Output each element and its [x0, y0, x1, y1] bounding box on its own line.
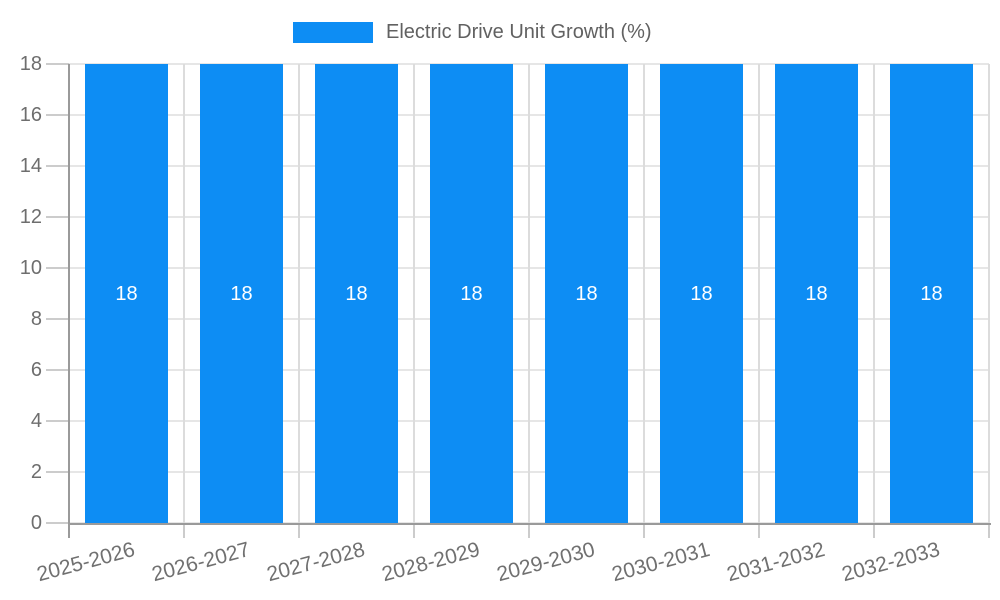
y-axis-tick-label: 16: [19, 104, 42, 126]
gridline-vertical: [758, 64, 760, 523]
x-tick-mark: [758, 525, 760, 538]
x-tick-mark: [298, 525, 300, 538]
bar-value-label: 18: [805, 282, 828, 305]
bar-value-label: 18: [230, 282, 253, 305]
x-tick-mark: [988, 525, 990, 538]
bar-value-label: 18: [920, 282, 943, 305]
x-axis-tick-label: 2031-2032: [724, 538, 828, 587]
y-axis-tick-label: 6: [30, 359, 42, 381]
bar[interactable]: [315, 64, 398, 523]
y-axis-tick-label: 2: [30, 461, 42, 483]
gridline-vertical: [298, 64, 300, 523]
y-tick-mark: [46, 369, 69, 371]
y-axis-tick-label: 18: [19, 53, 42, 75]
bar[interactable]: [430, 64, 513, 523]
y-axis-line: [68, 64, 70, 538]
y-tick-mark: [46, 165, 69, 167]
x-tick-mark: [643, 525, 645, 538]
y-axis-tick-label: 10: [19, 257, 42, 279]
x-axis-line: [68, 523, 991, 525]
y-axis-tick-label: 8: [30, 308, 42, 330]
y-tick-mark: [46, 471, 69, 473]
x-axis-tick-label: 2025-2026: [34, 538, 138, 587]
gridline-vertical: [183, 64, 185, 523]
y-tick-mark: [46, 318, 69, 320]
bar[interactable]: [775, 64, 858, 523]
y-tick-mark: [46, 216, 69, 218]
y-tick-mark: [46, 63, 69, 65]
x-axis-tick-label: 2029-2030: [494, 538, 598, 587]
gridline-vertical: [643, 64, 645, 523]
x-tick-mark: [528, 525, 530, 538]
legend-swatch: [293, 21, 373, 43]
y-axis-tick-label: 0: [30, 512, 42, 534]
bar[interactable]: [545, 64, 628, 523]
legend-label: Electric Drive Unit Growth (%): [386, 20, 652, 43]
x-axis-tick-label: 2028-2029: [379, 538, 483, 587]
y-tick-mark: [46, 114, 69, 116]
bar-value-label: 18: [115, 282, 138, 305]
y-tick-mark: [46, 420, 69, 422]
x-tick-mark: [413, 525, 415, 538]
gridline-vertical: [413, 64, 415, 523]
bar-value-label: 18: [460, 282, 483, 305]
x-axis-tick-label: 2030-2031: [609, 538, 713, 587]
bar-value-label: 18: [345, 282, 368, 305]
bar[interactable]: [200, 64, 283, 523]
gridline-vertical: [873, 64, 875, 523]
bar-value-label: 18: [690, 282, 713, 305]
bar-value-label: 18: [575, 282, 598, 305]
x-axis-tick-label: 2026-2027: [149, 538, 253, 587]
gridline-vertical: [528, 64, 530, 523]
x-axis-tick-label: 2032-2033: [839, 538, 943, 587]
y-axis-tick-label: 14: [19, 155, 42, 177]
x-tick-mark: [873, 525, 875, 538]
x-axis-tick-label: 2027-2028: [264, 538, 368, 587]
y-tick-mark: [46, 267, 69, 269]
bar[interactable]: [660, 64, 743, 523]
y-tick-mark: [46, 522, 69, 524]
y-axis-tick-label: 4: [30, 410, 42, 432]
bar[interactable]: [85, 64, 168, 523]
x-tick-mark: [183, 525, 185, 538]
legend[interactable]: Electric Drive Unit Growth (%): [293, 20, 652, 44]
y-axis-tick-label: 12: [19, 206, 42, 228]
bar[interactable]: [890, 64, 973, 523]
gridline-vertical: [988, 64, 990, 523]
